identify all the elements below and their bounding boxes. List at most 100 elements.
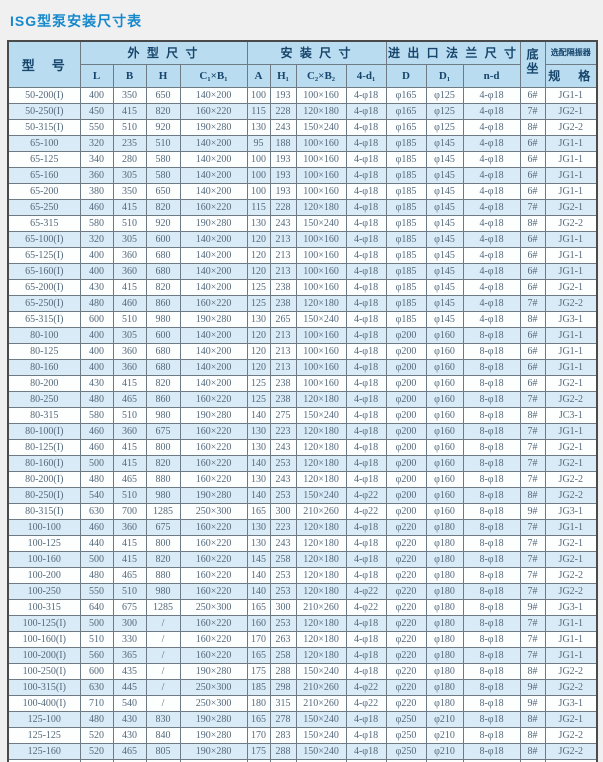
value-cell: φ220 [385, 550, 427, 568]
value-cell: 210×260 [295, 598, 347, 616]
value-cell: 4-φ18 [462, 102, 521, 120]
value-cell: φ180 [425, 550, 464, 568]
value-cell: 100 [246, 166, 271, 184]
table-row: 65-250 460 415 820 160×220 115 228 120×180 4-φ18… [7, 198, 598, 216]
value-cell: 140 [246, 582, 271, 600]
value-cell: 213 [269, 230, 297, 248]
value-cell: 8-φ18 [462, 326, 521, 344]
value-cell: 360 [112, 342, 147, 360]
value-cell: 4-φ22 [345, 502, 387, 520]
value-cell: 190×280 [179, 406, 248, 424]
value-cell: 465 [112, 566, 147, 584]
value-cell: 1285 [145, 502, 181, 520]
value-cell: 4-φ18 [462, 134, 521, 152]
model-cell: 100-315(I) [7, 678, 81, 696]
model-cell: 80-315 [7, 406, 81, 424]
value-cell: 480 [79, 470, 114, 488]
value-cell: 9# [519, 598, 546, 616]
value-cell: 4-φ18 [462, 294, 521, 312]
value-cell: 253 [269, 486, 297, 504]
table-row: 100-250 550 510 980 160×220 140 253 120×180 4-φ2… [7, 582, 598, 600]
value-cell: 140×200 [179, 182, 248, 200]
value-cell: 8-φ18 [462, 662, 521, 680]
header-B: B [112, 63, 147, 88]
value-cell: 4-φ18 [345, 86, 387, 104]
model-cell: 80-160 [7, 358, 81, 376]
value-cell: 6# [519, 230, 546, 248]
table-row: 65-125(I) 400 360 680 140×200 120 213 100×160 4-… [7, 246, 598, 264]
value-cell: 400 [79, 86, 114, 104]
value-cell: 305 [112, 166, 147, 184]
value-cell: 193 [269, 182, 297, 200]
value-cell: 675 [145, 422, 181, 440]
value-cell: 253 [269, 582, 297, 600]
table-row: 65-250(I) 480 460 860 160×220 125 238 120×180 4-… [7, 294, 598, 312]
value-cell: 243 [269, 214, 297, 232]
table-row: 80-100 400 305 600 140×200 120 213 100×160 4-φ18… [7, 326, 598, 344]
value-cell: 130 [246, 422, 271, 440]
value-cell: 4-φ18 [462, 278, 521, 296]
value-cell: 4-φ18 [345, 230, 387, 248]
value-cell: 258 [269, 646, 297, 664]
value-cell: JG1-1 [544, 646, 598, 664]
model-cell: 80-250 [7, 390, 81, 408]
value-cell: 7# [519, 294, 546, 312]
value-cell: JG1-1 [544, 134, 598, 152]
value-cell: 253 [269, 614, 297, 632]
value-cell: / [145, 694, 181, 712]
value-cell: 330 [112, 630, 147, 648]
value-cell: 680 [145, 358, 181, 376]
value-cell: 120 [246, 262, 271, 280]
value-cell: 4-φ18 [462, 262, 521, 280]
value-cell: 400 [79, 342, 114, 360]
table-row: 50-200(I) 400 350 650 140×200 100 193 100×160 4-… [7, 86, 598, 104]
value-cell: 165 [246, 710, 271, 728]
value-cell: 4-φ18 [345, 470, 387, 488]
value-cell: φ180 [425, 582, 464, 600]
value-cell: 190×280 [179, 726, 248, 744]
value-cell: 140×200 [179, 342, 248, 360]
value-cell: 185 [246, 678, 271, 696]
table-row: 100-200(I) 560 365/160×220 165 258 120×180 4-φ… [7, 646, 598, 664]
value-cell: 980 [145, 582, 181, 600]
value-cell: 7# [519, 646, 546, 664]
value-cell: 140×200 [179, 358, 248, 376]
value-cell: 9# [519, 502, 546, 520]
value-cell: φ200 [385, 326, 427, 344]
value-cell: φ220 [385, 534, 427, 552]
value-cell: 6# [519, 86, 546, 104]
table-row: 65-315 580 510 920 190×280 130 243 150×240 4-φ18… [7, 214, 598, 232]
value-cell: JG2-1 [544, 710, 598, 728]
value-cell: 250×300 [179, 694, 248, 712]
value-cell: 520 [79, 726, 114, 744]
value-cell: 8-φ18 [462, 502, 521, 520]
value-cell: φ185 [385, 262, 427, 280]
value-cell: 465 [112, 742, 147, 760]
value-cell: φ160 [425, 438, 464, 456]
model-cell: 65-200 [7, 182, 81, 200]
value-cell: 120×180 [295, 534, 347, 552]
value-cell: 510 [112, 582, 147, 600]
value-cell: 140 [246, 454, 271, 472]
value-cell: 8# [519, 214, 546, 232]
model-cell: 65-160 [7, 166, 81, 184]
value-cell: 4-φ18 [345, 534, 387, 552]
value-cell: 7# [519, 390, 546, 408]
value-cell: 4-φ18 [345, 102, 387, 120]
value-cell: 210×260 [295, 502, 347, 520]
value-cell: 6# [519, 134, 546, 152]
value-cell: 160×220 [179, 582, 248, 600]
value-cell: 100×160 [295, 166, 347, 184]
value-cell: 520 [79, 742, 114, 760]
value-cell: 510 [79, 630, 114, 648]
value-cell: 213 [269, 246, 297, 264]
value-cell: 8-φ18 [462, 694, 521, 712]
value-cell: 4-φ18 [345, 454, 387, 472]
value-cell: 8-φ18 [462, 534, 521, 552]
value-cell: JG1-1 [544, 614, 598, 632]
value-cell: 190×280 [179, 662, 248, 680]
table-row: 65-100(I) 320 305 600 140×200 120 213 100×160 4-… [7, 230, 598, 248]
value-cell: 340 [79, 150, 114, 168]
value-cell: φ220 [385, 630, 427, 648]
model-cell: 100-160 [7, 550, 81, 568]
